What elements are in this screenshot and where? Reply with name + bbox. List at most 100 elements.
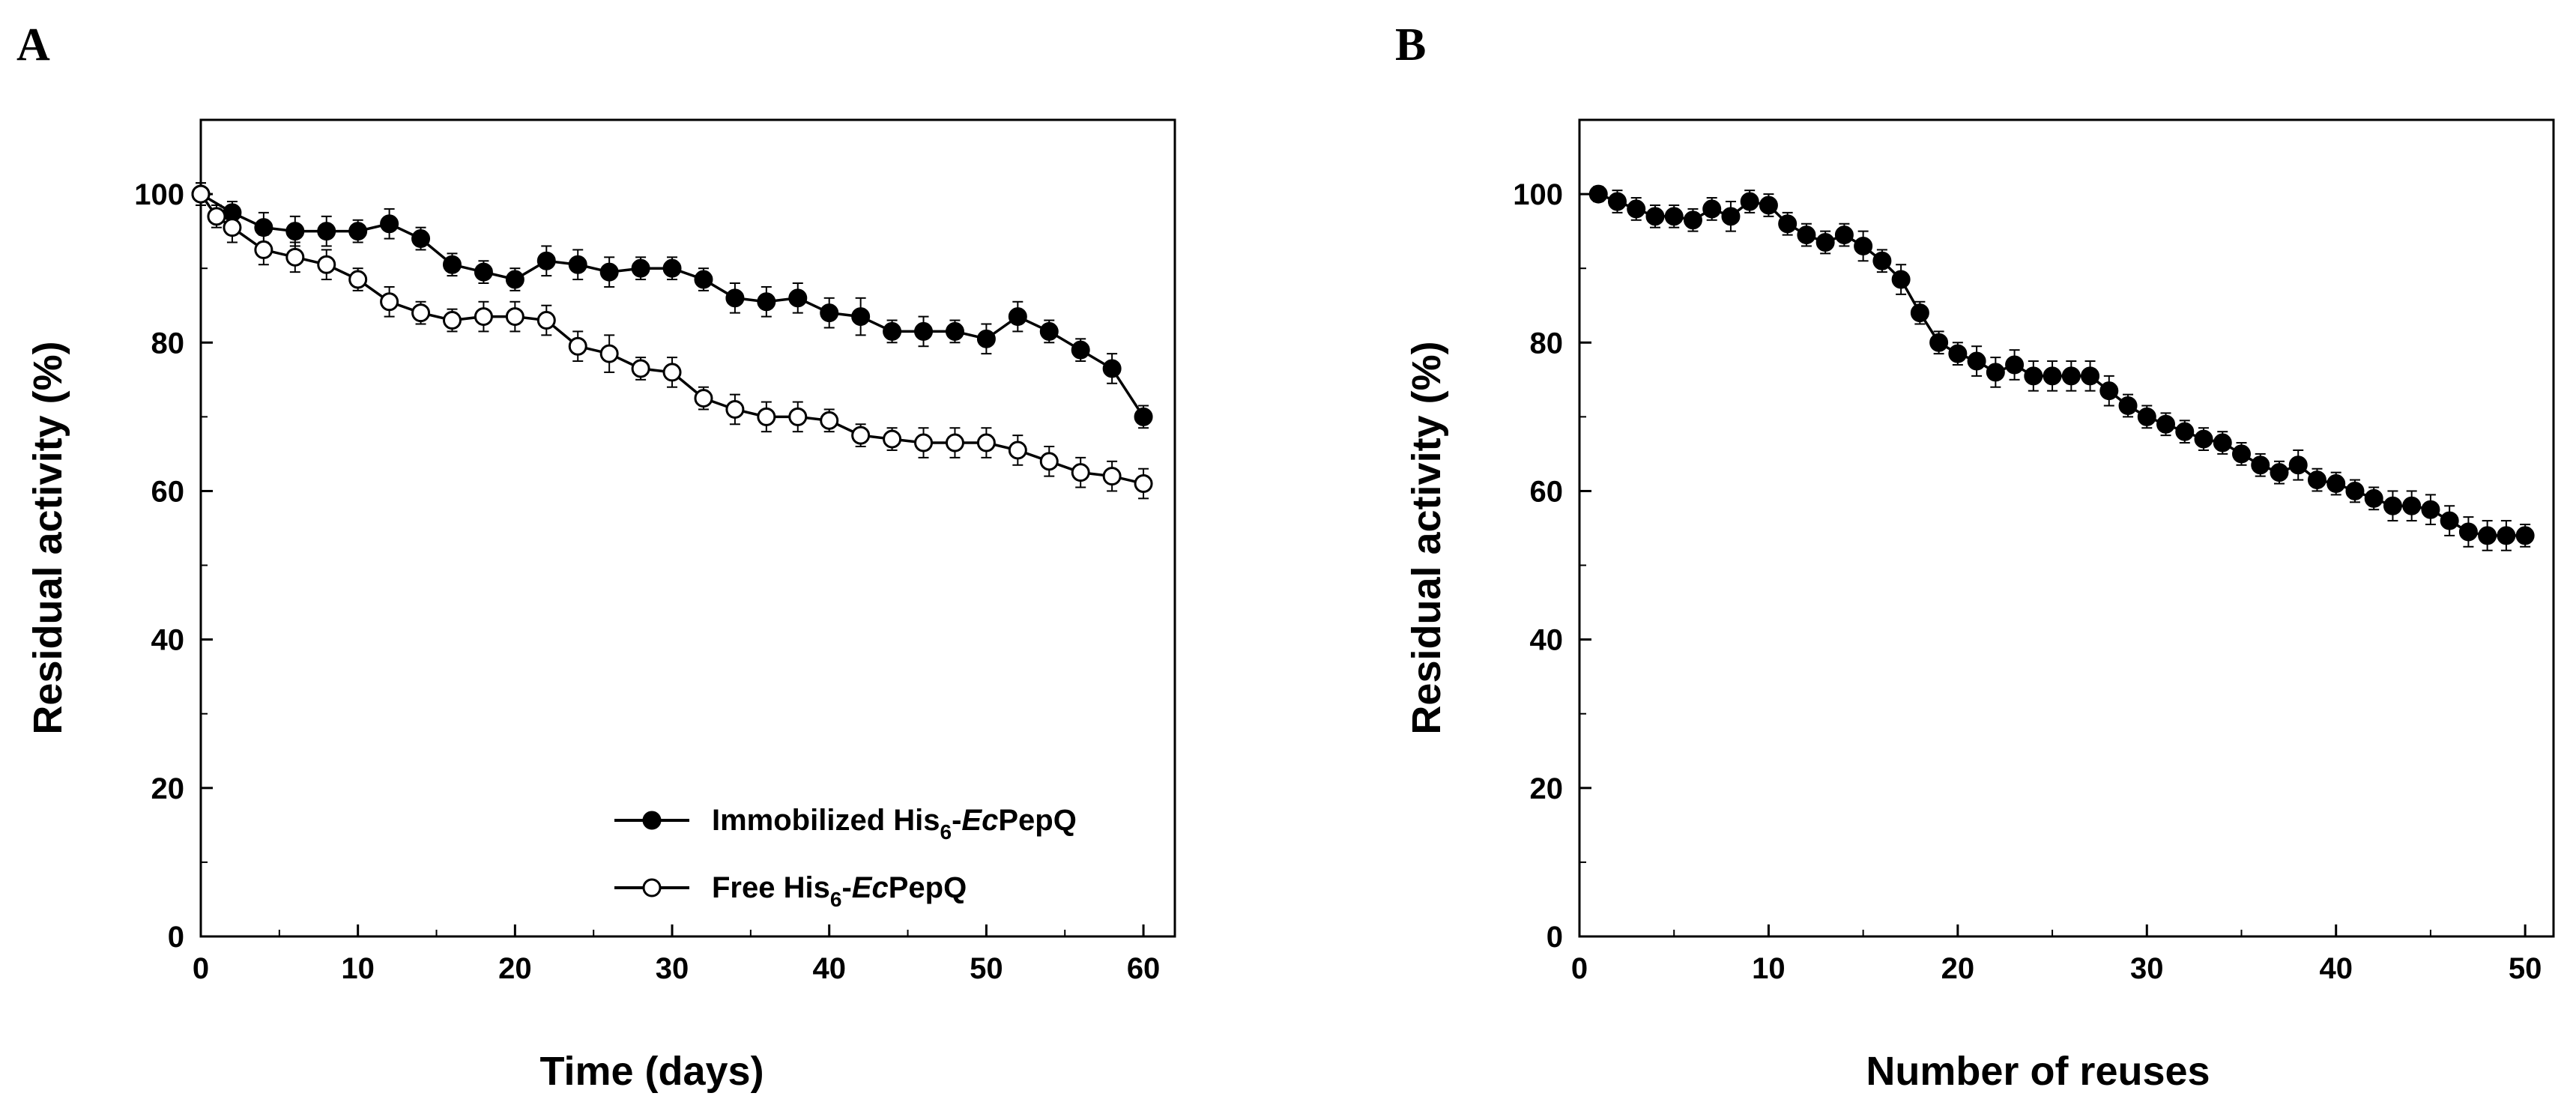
panel-b-series-1-point <box>1986 363 2005 382</box>
panel-b-series-1-point <box>1967 351 1986 371</box>
panel-b-series-1-point <box>1721 207 1741 226</box>
panel-b-series-1-point <box>1759 196 1778 215</box>
panel-a-series-2-point <box>348 270 368 289</box>
panel-a-series-2-point <box>505 307 524 327</box>
panel-a-series-1-point <box>505 270 524 289</box>
panel-b-letter: B <box>1395 19 1426 70</box>
panel-a-series-1-point <box>976 329 996 348</box>
panel-b-series-1-point <box>2515 526 2535 545</box>
panel-a-y-axis-label: Residual activity (%) <box>25 341 70 734</box>
panel-a-series-2-point <box>976 433 996 452</box>
panel-a-x-tick-label: 20 <box>498 952 532 985</box>
panel-a-series-2-point <box>757 407 776 426</box>
panel-b-series-1-point <box>2061 366 2081 386</box>
panel-a-series-1-point <box>631 258 650 278</box>
panel-b-series-1-point <box>1645 207 1665 226</box>
panel-a-series-2-point <box>788 407 808 426</box>
panel-a-series-2-line <box>199 193 1144 485</box>
panel-b-series-1-point <box>1834 225 1854 245</box>
panel-a-series-1-point <box>1102 359 1122 378</box>
panel-a-series-2-point <box>599 344 619 363</box>
panel-a-series-1-point <box>883 321 902 341</box>
panel-a-letter: A <box>16 19 50 70</box>
panel-b-series-1-point <box>2156 414 2176 434</box>
panel-a-series-1-point <box>599 262 619 282</box>
panel-a-series-2-point <box>536 311 556 330</box>
panel-b-y-tick-label: 0 <box>1546 921 1563 954</box>
panel-b-series-1-point <box>2251 455 2270 475</box>
panel-a-series-2-point <box>223 218 242 237</box>
panel-a-x-tick-label: 0 <box>193 952 209 985</box>
panel-a-series-1-point <box>1008 307 1027 327</box>
panel-b-series-1-point <box>1607 192 1627 211</box>
panel-b-series-1-point <box>2213 433 2232 452</box>
panel-a-y-tick-label: 100 <box>134 178 184 211</box>
panel-b-series-1-point <box>1664 207 1684 226</box>
panel-a-series-1-point <box>380 214 399 234</box>
panel-b-series-1-point <box>1854 236 1873 255</box>
panel-b-series-1-point <box>2478 526 2497 545</box>
panel-a-series-1-point <box>1071 340 1090 360</box>
panel-b-series-1-point <box>2099 381 2119 401</box>
panel-b-series-1-point <box>1702 199 1722 219</box>
panel-a-series-1-point <box>945 321 964 341</box>
panel-a-series-1-point <box>317 222 336 241</box>
panel-b-y-tick-label: 20 <box>1530 772 1564 805</box>
panel-b-series-1-point <box>2345 481 2365 500</box>
panel-a-series-2-point <box>191 184 211 204</box>
panel-a-series-1-point <box>851 307 871 327</box>
panel-a-series-1-point <box>757 292 776 312</box>
panel-b-x-axis-label: Number of reuses <box>1866 1049 2210 1094</box>
panel-a-x-axis-label: Time (days) <box>539 1049 764 1094</box>
legend-label-free: Free His6-EcPepQ <box>712 871 967 911</box>
panel-a-series-2-point <box>1008 441 1027 460</box>
panel-a-plot-frame <box>199 118 1176 938</box>
panel-a-series-2-point <box>914 433 934 452</box>
panel-b-series-1-point <box>1891 270 1911 289</box>
panel-b-y-tick-label: 80 <box>1530 327 1564 360</box>
panel-a-y-tick-label: 40 <box>151 624 185 657</box>
panel-b-series-1-point <box>2497 526 2516 545</box>
panel-b-y-tick-label: 100 <box>1513 178 1563 211</box>
panel-a-y-tick-label: 0 <box>168 921 184 954</box>
panel-b-series-1-point <box>2081 366 2100 386</box>
panel-a-series-2-point <box>694 389 713 408</box>
panel-a-series-2-point <box>474 307 493 327</box>
panel-a-y-tick-label: 80 <box>151 327 185 360</box>
panel-a-series-1-point <box>568 255 587 274</box>
panel-b-y-tick-label: 60 <box>1530 475 1564 508</box>
panel-a-legend: Immobilized His6-EcPepQ Free His6-EcPepQ <box>614 804 1077 911</box>
panel-b-series-1-point <box>2383 496 2402 515</box>
panel-b-x-tick-label: 50 <box>2509 952 2542 985</box>
panel-b-series-1-point <box>1588 184 1608 204</box>
panel-a-chart: 0 20 40 60 80 100 0 10 20 30 40 50 60 <box>134 118 1176 985</box>
panel-a-series-1-point <box>442 255 462 274</box>
panel-b-x-tick-label: 10 <box>1752 952 1786 985</box>
panel-b-series-1-point <box>1815 233 1835 252</box>
panel-b-plot-frame <box>1578 118 2555 938</box>
panel-b-series-1-point <box>2326 474 2346 494</box>
panel-a-series-2-point <box>568 336 587 356</box>
panel-b-series-1-point <box>2270 463 2289 482</box>
panel-b-x-tick-label: 20 <box>1941 952 1975 985</box>
panel-a-series-1-point <box>725 288 745 308</box>
panel-a-series-2-point <box>1134 474 1153 494</box>
panel-a-series-2-point <box>945 433 964 452</box>
panel-a-series-2-point <box>207 207 226 226</box>
panel-b-x-tick-label: 40 <box>2319 952 2353 985</box>
panel-b-series-1-point <box>2402 496 2422 515</box>
panel-b-series-1-point <box>1740 192 1759 211</box>
panel-b-series-1-point <box>2043 366 2062 386</box>
panel-b-series-1-point <box>2458 522 2478 542</box>
panel-b-series-1-point <box>2137 407 2156 426</box>
legend-marker-free <box>642 878 662 897</box>
panel-b-series-1-point <box>1797 225 1816 245</box>
panel-a-series-1-point <box>1039 321 1059 341</box>
panel-b-series-1-point <box>2118 396 2138 415</box>
panel-b-series-1-point <box>1872 251 1892 270</box>
panel-b-series-1-point <box>2440 511 2459 530</box>
panel-b-series-1-point <box>2288 455 2308 475</box>
panel-a-series-1-point <box>788 288 808 308</box>
panel-a-series-1-point <box>348 222 368 241</box>
